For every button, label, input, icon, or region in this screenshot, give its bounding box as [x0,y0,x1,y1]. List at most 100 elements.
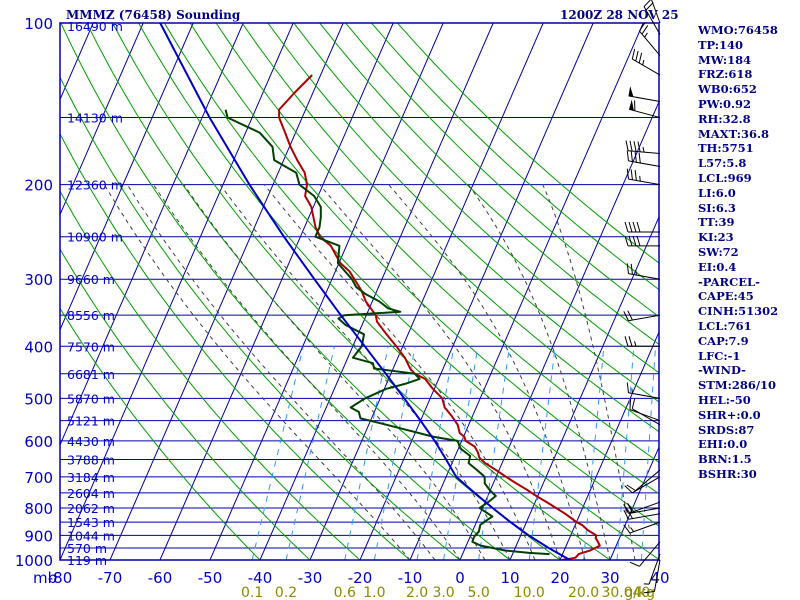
moist-adiabat-30 [467,184,611,560]
temp-tick--70: -70 [98,569,123,587]
temp-tick--10: -10 [398,569,423,587]
mixing-ratio-line-5 [478,346,511,560]
mixing-ratio-line-10 [528,346,556,560]
index-25: HEL:-50 [698,392,751,407]
mixing-ratio-labels: 0.1 0.2 0.6 1.0 2.0 3.0 5.0 10.0 20.0 30.0 40g/kg [241,585,655,600]
temp-tick--40: -40 [248,569,273,587]
isotherm-30 [609,445,659,560]
wind-barb-850 [623,521,661,534]
isotherm-20 [559,330,659,560]
pressure-label-500: 500 [24,390,53,408]
temp-tick-20: 20 [550,569,569,587]
pressure-label-800: 800 [24,500,53,518]
dry-adiabat-10 [60,23,511,560]
temp-tick--60: -60 [148,569,173,587]
temp-tick-40: 40 [650,569,669,587]
index-14: KI:23 [698,230,734,245]
pressure-tick-labels: 1000 900 800 700 600 500 400 300 200 100 [15,15,53,570]
index-4: WB0:652 [698,82,757,97]
wind-barb-500 [626,382,661,399]
temp-tick--30: -30 [298,569,323,587]
dry-adiabat-120 [345,23,659,318]
isotherm--30 [309,23,544,560]
index-30: BSHR:30 [698,466,757,481]
mixing-ratio-lines [251,346,657,560]
moist-adiabat-10 [219,184,511,560]
mixing-ratio-label-30.0: 30.0 [601,585,632,600]
plot-frame [59,22,660,561]
mixing-ratio-unit: g/kg [624,585,655,600]
temp-tick-10: 10 [500,569,519,587]
mixing-ratio-label-1.0: 1.0 [363,585,385,600]
height-label-450: 6681 m [67,367,115,382]
height-label-750: 2604 m [67,486,115,501]
isotherm--60 [159,23,394,560]
index-15: SW:72 [698,244,739,259]
chart-border [59,22,660,561]
height-label-800: 2062 m [67,501,115,516]
dry-adiabat-0 [60,76,461,560]
index-2: MW:184 [698,52,752,67]
isotherm--110 [60,23,144,216]
index-12: SI:6.3 [698,200,736,215]
height-label-600: 4430 m [67,434,115,449]
dry-adiabat--30 [60,248,311,560]
wind-barb-780 [623,501,661,514]
wind-barb-560 [631,398,661,426]
wind-barb-100 [651,0,661,24]
mixing-ratio-label-2.0: 2.0 [406,585,428,600]
height-label-100: 16490 m [67,19,123,34]
dry-adiabat-50 [163,23,659,527]
mixing-ratio-label-5.0: 5.0 [467,585,489,600]
dry-adiabat--10 [60,132,411,560]
moist-adiabat-35 [542,184,636,560]
index-21: CAP:7.9 [698,333,749,348]
height-label-500: 5870 m [67,391,115,406]
height-label-900: 1044 m [67,528,115,543]
height-label-700: 3184 m [67,470,115,485]
wind-barb-260 [624,235,660,247]
pressure-label-100: 100 [24,15,53,33]
index-29: BRN:1.5 [698,452,752,467]
valid-time: 1200Z 28 NOV 25 [560,8,679,22]
index-5: PW:0.92 [698,96,752,111]
isotherm--20 [359,23,594,560]
isotherm-lines [60,23,659,560]
temp-tick--80: -80 [48,569,73,587]
isotherm--50 [209,23,444,560]
mixing-ratio-label-10.0: 10.0 [514,585,545,600]
wind-barb-175 [625,140,661,155]
pressure-label-1000: 1000 [15,552,53,570]
mixing-ratio-label-40: 40 [632,585,650,600]
index-24: STM:286/10 [698,378,777,393]
wind-barb-300 [626,263,661,280]
pressure-label-700: 700 [24,469,53,487]
indices-panel: WMO:76458 TP:140 MW:184 FRZ:618 WB0:652 PW:0.… [698,23,798,482]
temp-tick--20: -20 [348,569,373,587]
parcel-trace [159,23,571,560]
dry-adiabat-100 [293,23,659,374]
index-11: LI:6.0 [698,185,736,200]
index-8: TH:5751 [698,141,754,156]
moist-adiabat-lines [103,184,636,560]
dry-adiabat-lines [60,23,659,560]
pressure-label-400: 400 [24,338,53,356]
dry-adiabat-70 [215,23,659,464]
index-22: LFC:-1 [698,348,741,363]
index-18: CAPE:45 [698,289,754,304]
pressure-label-900: 900 [24,527,53,545]
dry-adiabat-40 [138,23,659,560]
index-19: CINH:51302 [698,304,779,319]
height-label-350: 8556 m [67,308,115,323]
station-title: MMMZ (76458) Sounding [66,8,241,22]
mixing-ratio-line-2 [416,346,455,560]
dry-adiabat-80 [241,23,659,433]
height-label-150: 14130 m [67,111,123,126]
mixing-ratio-line-3 [443,346,479,560]
wind-barb-125 [631,48,661,76]
index-27: SRDS:87 [698,422,755,437]
moist-adiabat-0 [153,184,461,560]
height-label-950: 570 m [67,541,107,556]
moist-adiabat-25 [388,184,586,560]
wind-barb-105 [643,0,661,35]
